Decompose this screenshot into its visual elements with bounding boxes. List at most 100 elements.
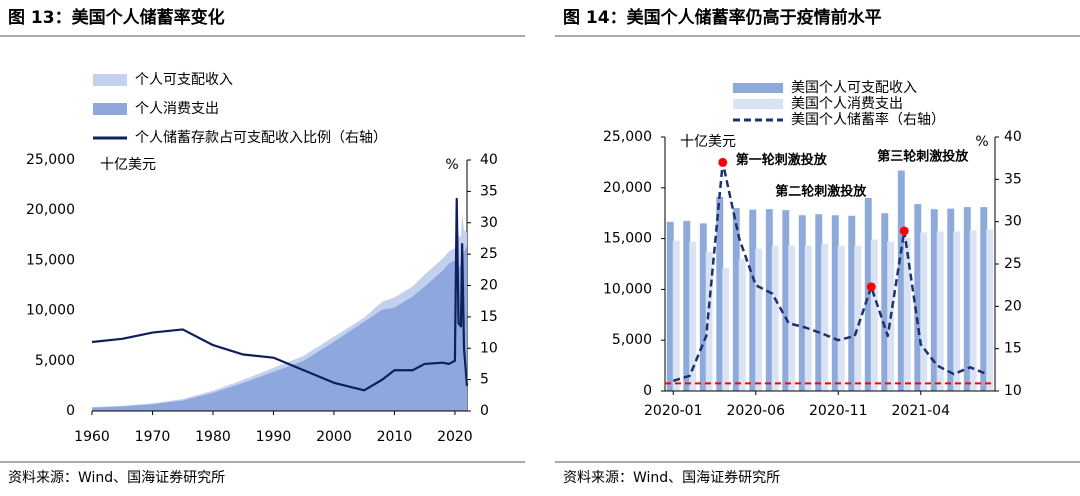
y2-tick-label: 20 <box>1004 298 1022 314</box>
bar <box>837 245 845 391</box>
chart-title: 图 13：美国个人储蓄率变化 <box>8 7 225 28</box>
annotation-marker <box>866 282 876 292</box>
bar <box>897 170 905 391</box>
y2-tick-label: 20 <box>480 278 498 294</box>
x-tick-label: 2010 <box>377 429 413 445</box>
bar <box>881 213 889 391</box>
y2-tick-label: 40 <box>480 152 498 168</box>
annotation: 第一轮刺激投放 <box>736 152 828 168</box>
bar <box>864 197 872 391</box>
x-tick-label: 2000 <box>316 429 352 445</box>
y2-tick-label: 30 <box>480 215 498 231</box>
bar <box>689 241 697 391</box>
y2-tick-label: 5 <box>480 372 489 388</box>
y-tick-label: 25,000 <box>26 152 75 168</box>
x-tick-label: 1970 <box>135 429 171 445</box>
y2-tick-label: 10 <box>480 340 498 356</box>
bar <box>798 215 806 391</box>
y2-unit: % <box>445 157 458 173</box>
line <box>672 161 988 383</box>
y2-tick-label: 25 <box>480 246 498 262</box>
x-tick-label: 1980 <box>195 429 231 445</box>
bar <box>903 237 911 391</box>
annotation-marker <box>718 157 728 167</box>
x-tick-label: 1960 <box>74 429 110 445</box>
bar <box>683 220 691 391</box>
y-tick-label: 10,000 <box>26 303 75 319</box>
y-tick-label: 15,000 <box>603 231 652 247</box>
x-tick-label: 2020-01 <box>644 403 703 419</box>
bar <box>788 245 796 391</box>
y2-tick-label: 25 <box>1004 256 1022 272</box>
bar <box>765 209 773 391</box>
bar <box>771 245 779 391</box>
bar <box>732 208 740 391</box>
bar <box>870 239 878 391</box>
legend-label: 个人储蓄存款占可支配收入比例（右轴） <box>135 130 387 146</box>
bar <box>980 207 988 391</box>
source: 资料来源：Wind、国海证券研究所 <box>563 470 780 486</box>
chart-title: 图 14：美国个人储蓄率仍高于疫情前水平 <box>563 7 882 28</box>
source: 资料来源：Wind、国海证券研究所 <box>8 470 225 486</box>
annotation: 第三轮刺激投放 <box>877 148 969 164</box>
bar <box>969 230 977 391</box>
annotation: 第二轮刺激投放 <box>775 183 867 199</box>
legend-label: 美国个人储蓄率（右轴） <box>791 111 945 128</box>
y2-tick-label: 10 <box>1004 383 1022 399</box>
bar <box>804 245 812 391</box>
bar <box>854 245 862 391</box>
line <box>91 197 469 392</box>
bar <box>716 196 724 391</box>
bar <box>755 248 763 391</box>
x-tick-label: 2020-11 <box>809 403 868 419</box>
y2-tick-label: 30 <box>1004 214 1022 230</box>
legend-label: 个人可支配收入 <box>135 72 233 88</box>
bar <box>936 231 944 391</box>
bar <box>914 204 922 391</box>
bar <box>930 209 938 391</box>
legend-swatch <box>733 83 783 93</box>
bar <box>986 229 994 391</box>
y-tick-label: 0 <box>643 383 652 399</box>
x-tick-label: 2020-06 <box>727 403 786 419</box>
y2-unit: % <box>975 134 988 150</box>
y-tick-label: 10,000 <box>603 281 652 297</box>
area <box>92 245 467 411</box>
legend-label: 美国个人消费支出 <box>791 96 903 112</box>
bar <box>705 251 713 391</box>
bar <box>831 215 839 391</box>
y-unit: 十亿美元 <box>680 134 736 150</box>
bar <box>722 268 730 391</box>
x-tick-label: 2021-04 <box>892 403 951 419</box>
y2-tick-label: 15 <box>1004 341 1022 357</box>
bar <box>953 231 961 391</box>
y2-tick-label: 15 <box>480 309 498 325</box>
bar <box>815 214 823 391</box>
bar <box>821 243 829 391</box>
bar <box>672 240 680 391</box>
y-tick-label: 5,000 <box>612 332 652 348</box>
y-tick-label: 5,000 <box>35 353 75 369</box>
x-tick-label: 2020 <box>437 429 473 445</box>
y-unit: 十亿美元 <box>100 157 156 173</box>
y-tick-label: 20,000 <box>26 202 75 218</box>
bar <box>920 232 928 391</box>
x-tick-label: 1990 <box>256 429 292 445</box>
bar <box>848 215 856 391</box>
bar <box>666 221 674 391</box>
bar <box>699 223 707 391</box>
bar <box>738 258 746 391</box>
bar <box>963 207 971 391</box>
y-tick-label: 25,000 <box>603 129 652 145</box>
legend-swatch <box>93 103 127 115</box>
annotation-marker <box>899 226 909 236</box>
y-tick-label: 0 <box>66 403 75 419</box>
legend-label: 个人消费支出 <box>135 101 219 117</box>
legend-swatch <box>93 74 127 86</box>
bar <box>749 209 757 391</box>
y-tick-label: 15,000 <box>26 252 75 268</box>
bar <box>782 210 790 391</box>
y2-tick-label: 40 <box>1004 129 1022 145</box>
y-tick-label: 20,000 <box>603 180 652 196</box>
legend-swatch <box>733 99 783 109</box>
